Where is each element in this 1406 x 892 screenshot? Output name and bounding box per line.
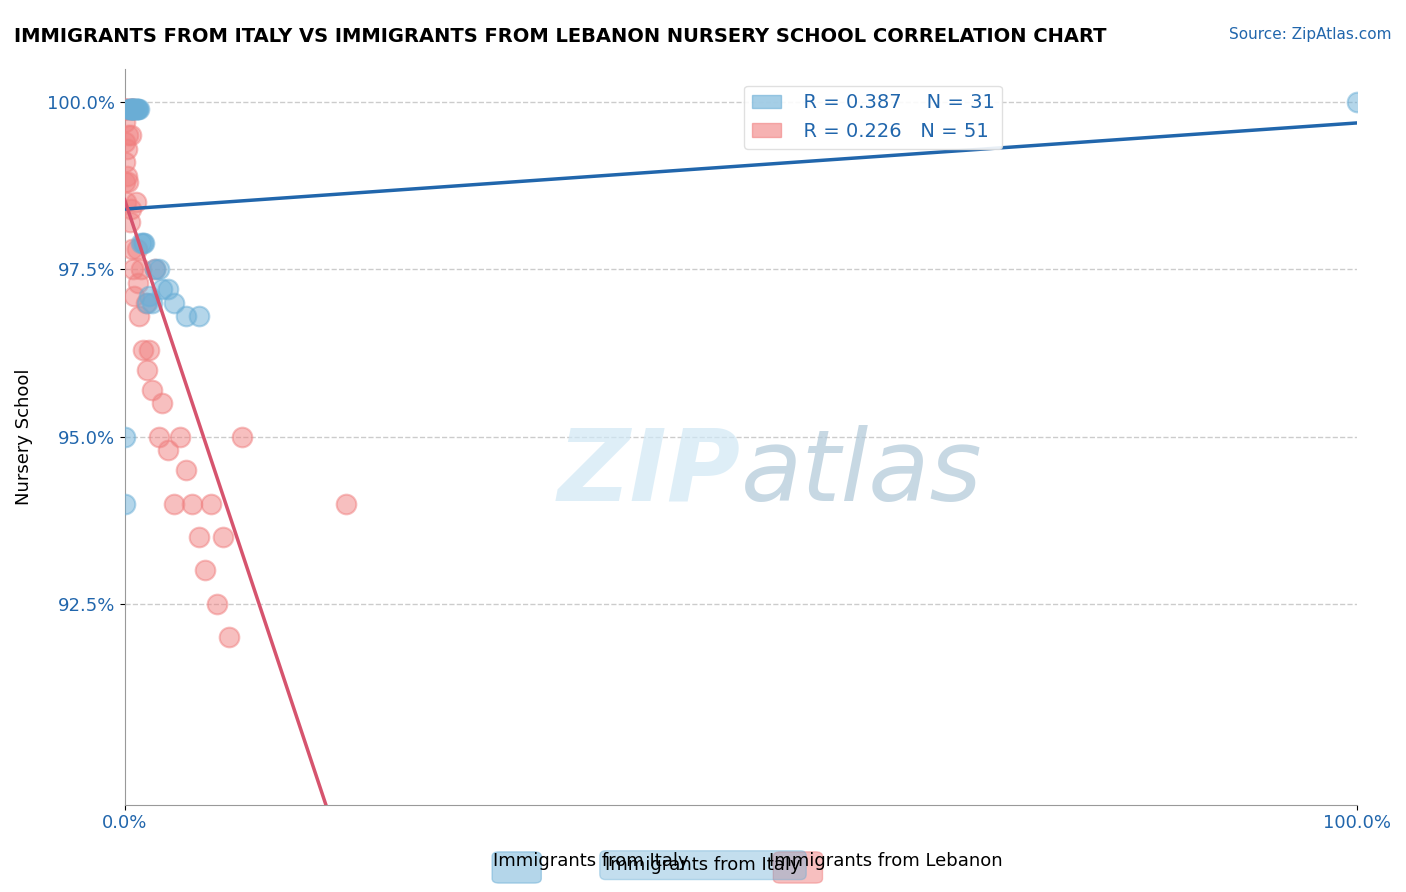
Point xyxy=(122,262,145,277)
Point xyxy=(121,102,143,116)
Point xyxy=(120,102,142,116)
Point xyxy=(114,102,136,116)
Point xyxy=(129,262,152,277)
Point xyxy=(117,128,139,143)
Point xyxy=(124,289,146,303)
Point xyxy=(187,309,209,323)
Point xyxy=(118,215,141,229)
Point xyxy=(117,102,139,116)
Point xyxy=(115,195,138,210)
Point xyxy=(174,463,197,477)
Point xyxy=(205,597,228,611)
Point xyxy=(141,295,163,310)
Point xyxy=(115,102,138,116)
Point xyxy=(127,102,149,116)
Point xyxy=(187,530,209,544)
Point xyxy=(134,235,156,250)
Point xyxy=(117,102,139,116)
Point xyxy=(127,276,149,290)
Text: Immigrants from Italy: Immigrants from Italy xyxy=(492,852,689,870)
Point xyxy=(118,102,141,116)
Point xyxy=(125,102,148,116)
Point xyxy=(145,262,167,277)
Point xyxy=(114,175,136,189)
Text: Source: ZipAtlas.com: Source: ZipAtlas.com xyxy=(1229,27,1392,42)
Point xyxy=(122,102,145,116)
Point xyxy=(200,496,222,510)
Point xyxy=(120,102,142,116)
Text: Immigrants from Lebanon: Immigrants from Lebanon xyxy=(769,852,1002,870)
Point xyxy=(125,102,148,116)
Point xyxy=(124,102,146,116)
Point xyxy=(114,115,136,129)
Point xyxy=(128,102,150,116)
Point xyxy=(138,343,160,357)
Point xyxy=(124,102,146,116)
Point xyxy=(117,175,139,189)
Point xyxy=(114,496,136,510)
Point xyxy=(194,564,217,578)
Point xyxy=(156,282,179,296)
Point xyxy=(122,102,145,116)
Point xyxy=(120,202,142,216)
Point xyxy=(174,309,197,323)
Point xyxy=(114,155,136,169)
Point xyxy=(212,530,235,544)
Point xyxy=(125,102,148,116)
Point xyxy=(124,102,146,116)
Text: atlas: atlas xyxy=(741,425,983,522)
Point xyxy=(128,309,150,323)
Y-axis label: Nursery School: Nursery School xyxy=(15,368,32,505)
Text: IMMIGRANTS FROM ITALY VS IMMIGRANTS FROM LEBANON NURSERY SCHOOL CORRELATION CHAR: IMMIGRANTS FROM ITALY VS IMMIGRANTS FROM… xyxy=(14,27,1107,45)
Point xyxy=(148,429,170,443)
Point xyxy=(135,362,157,376)
Point xyxy=(141,383,163,397)
Point xyxy=(335,496,357,510)
Point xyxy=(231,429,253,443)
Point xyxy=(135,295,157,310)
Point xyxy=(129,235,152,250)
Point xyxy=(125,242,148,256)
Point xyxy=(150,282,173,296)
Point xyxy=(148,262,170,277)
Point xyxy=(121,102,143,116)
Point xyxy=(181,496,204,510)
Point xyxy=(115,169,138,183)
Point xyxy=(138,289,160,303)
Legend:   R = 0.387    N = 31,   R = 0.226   N = 51: R = 0.387 N = 31, R = 0.226 N = 51 xyxy=(744,86,1002,149)
Point xyxy=(114,429,136,443)
Point xyxy=(132,343,155,357)
Point xyxy=(1346,95,1368,109)
Point xyxy=(122,102,145,116)
Point xyxy=(132,235,155,250)
Point xyxy=(163,295,186,310)
Point xyxy=(145,262,167,277)
Point xyxy=(115,102,138,116)
Point xyxy=(120,128,142,143)
Point xyxy=(121,242,143,256)
Point xyxy=(163,496,186,510)
Point xyxy=(114,135,136,149)
Point xyxy=(156,442,179,457)
Point xyxy=(118,102,141,116)
Point xyxy=(150,396,173,410)
Point xyxy=(135,295,157,310)
Point xyxy=(121,102,143,116)
Point xyxy=(125,195,148,210)
Point xyxy=(114,102,136,116)
Text: Immigrants from Italy: Immigrants from Italy xyxy=(605,856,801,874)
Text: ZIP: ZIP xyxy=(558,425,741,522)
Point xyxy=(169,429,191,443)
Point xyxy=(218,631,240,645)
Point xyxy=(115,142,138,156)
Point xyxy=(120,102,142,116)
